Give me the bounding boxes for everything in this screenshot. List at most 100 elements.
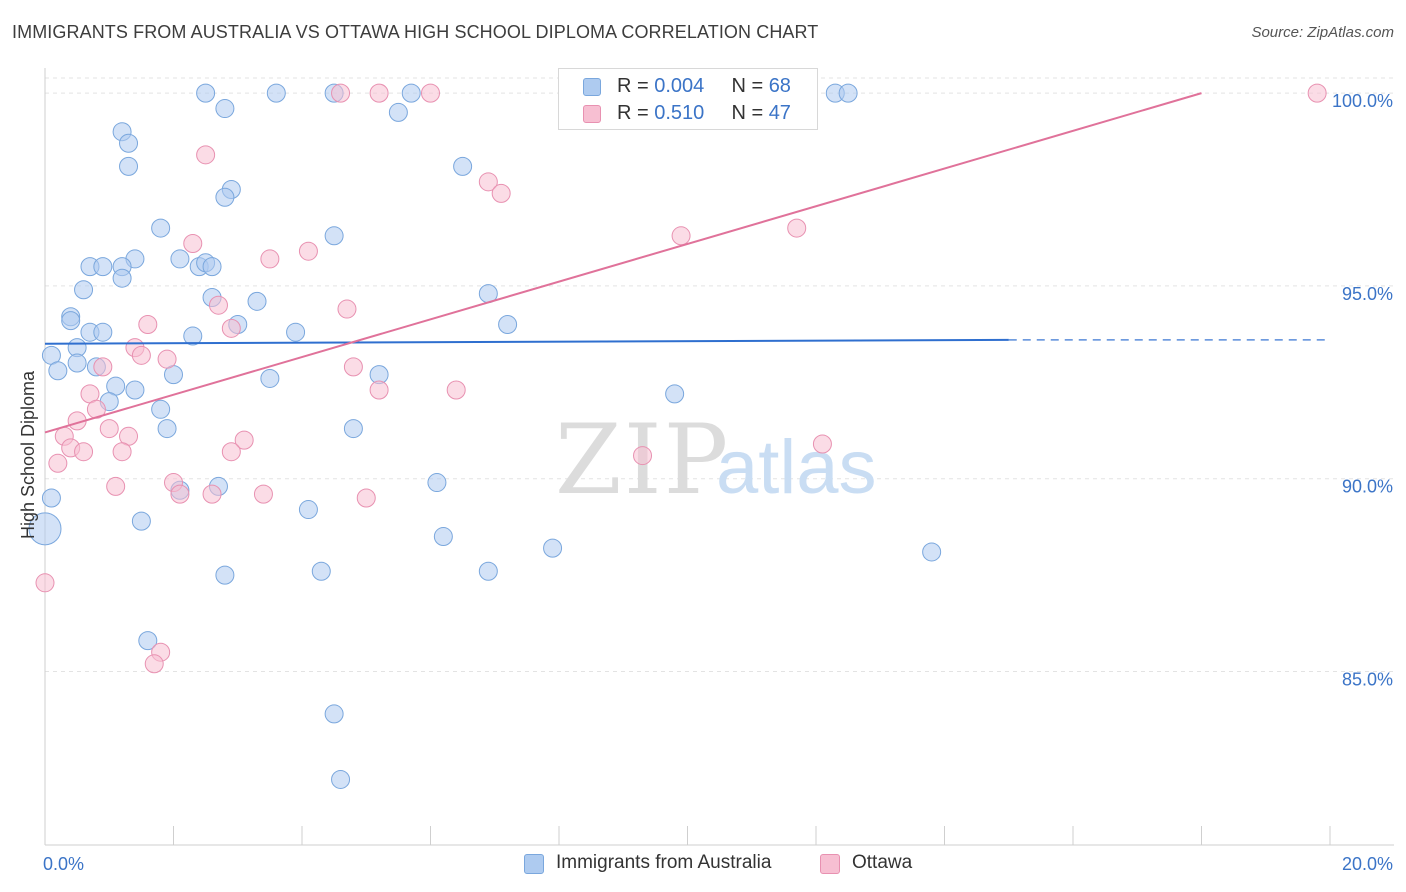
australia-point (93, 257, 113, 277)
source-label: Source: ZipAtlas.com (1251, 24, 1394, 41)
australia-point (202, 257, 222, 277)
ottawa-point (369, 380, 389, 400)
australia-point (478, 561, 498, 581)
ottawa-point (234, 430, 254, 450)
australia-point (266, 83, 286, 103)
ottawa-point (221, 318, 241, 338)
australia-trend-line (44, 338, 1009, 345)
y-tick-label: 90.0% (1342, 477, 1393, 497)
legend-label: Ottawa (852, 852, 913, 873)
trend-lines (44, 92, 1330, 434)
ottawa-point (112, 442, 132, 462)
australia-point (331, 769, 351, 789)
ottawa-point (337, 299, 357, 319)
r-label: R = (617, 102, 655, 124)
australia-point (401, 83, 421, 103)
ottawa-point (131, 345, 151, 365)
ottawa-point (421, 83, 440, 103)
australia-point (48, 361, 68, 381)
australia-point (247, 291, 267, 311)
ottawa-point (671, 226, 691, 246)
australia-point (112, 268, 132, 288)
data-points (28, 83, 1327, 789)
ottawa-point (812, 434, 832, 454)
ottawa-point (208, 295, 228, 315)
x-tick-label: 20.0% (1342, 854, 1393, 874)
ottawa-point (446, 380, 466, 400)
ottawa-point (1307, 83, 1327, 103)
australia-point (28, 512, 62, 546)
australia-point (298, 500, 318, 520)
ottawa-point (491, 183, 511, 203)
r-value: 0.004 (654, 75, 705, 97)
y-tick-label: 85.0% (1342, 669, 1393, 689)
ottawa-point (35, 573, 55, 593)
ottawa-point (478, 172, 498, 192)
y-axis-label: High School Diploma (18, 370, 38, 539)
australia-point (922, 542, 942, 562)
australia-point (427, 473, 447, 493)
ottawa-point (157, 349, 177, 369)
australia-point (125, 380, 145, 400)
australia-point (93, 322, 113, 342)
watermark-atlas: atlas (716, 425, 877, 510)
australia-point (151, 218, 171, 238)
ottawa-point (343, 357, 363, 377)
ottawa-trend-line (44, 92, 1202, 434)
blue-swatch (583, 78, 601, 96)
australia-point (665, 384, 685, 404)
blue-swatch (524, 854, 544, 874)
australia-point (138, 631, 158, 651)
n-value: 68 (768, 75, 791, 97)
watermark: ZIP atlas (555, 404, 877, 516)
ottawa-point (253, 484, 273, 504)
australia-point (215, 99, 235, 119)
ottawa-point (48, 453, 68, 473)
y-tick-label: 95.0% (1342, 284, 1393, 304)
ottawa-point (170, 484, 190, 504)
australia-point (453, 156, 473, 176)
australia-point (498, 314, 518, 334)
n-label: N = (731, 102, 769, 124)
australia-point (74, 280, 94, 300)
stats-legend: R = 0.004 N = 68 R = 0.510 N = 47 (558, 68, 818, 130)
n-value: 47 (768, 102, 791, 124)
ottawa-point (99, 419, 119, 439)
australia-point (543, 538, 563, 558)
australia-point (260, 368, 280, 388)
ottawa-point (633, 446, 653, 466)
australia-point (196, 83, 216, 103)
x-tick-label: 0.0% (43, 854, 84, 874)
ottawa-point (138, 314, 158, 334)
ottawa-point (298, 241, 318, 261)
ottawa-point (106, 476, 126, 496)
grid (45, 77, 1394, 672)
pink-swatch (820, 854, 840, 874)
ottawa-point (144, 654, 164, 674)
ottawa-point (93, 357, 113, 377)
australia-point (119, 156, 139, 176)
ottawa-point (196, 145, 216, 165)
ottawa-point (331, 83, 351, 103)
ottawa-point (787, 218, 807, 238)
australia-point (170, 249, 190, 269)
ottawa-point (74, 442, 94, 462)
australia-point (131, 511, 151, 531)
legend-label: Immigrants from Australia (556, 852, 772, 873)
australia-point (41, 488, 61, 508)
y-tick-label: 100.0% (1332, 91, 1393, 111)
ottawa-point (221, 442, 241, 462)
australia-point (433, 527, 453, 547)
australia-point (324, 226, 344, 246)
australia-point (157, 419, 177, 439)
n-label: N = (731, 75, 769, 97)
r-value: 0.510 (654, 102, 705, 124)
australia-point (311, 561, 331, 581)
australia-point (215, 187, 235, 207)
australia-point (151, 399, 171, 419)
ottawa-point (183, 234, 203, 254)
australia-point (183, 326, 203, 346)
australia-point (838, 83, 858, 103)
r-label: R = (617, 75, 655, 97)
australia-point (119, 133, 139, 153)
